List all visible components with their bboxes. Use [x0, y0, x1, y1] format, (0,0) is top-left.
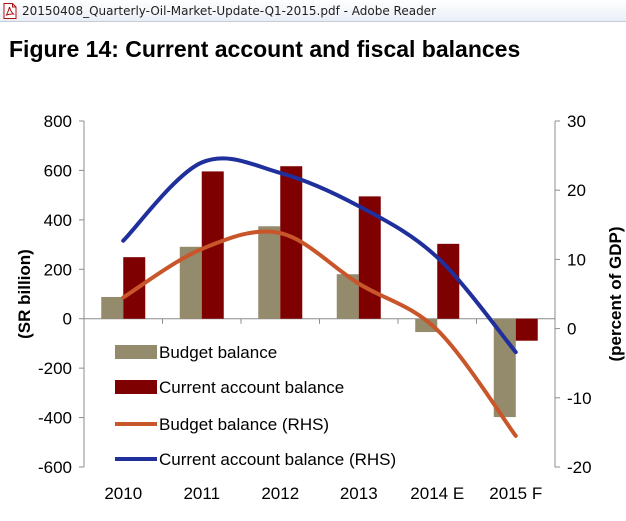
legend-current-account-balance-rhs-label: Current account balance (RHS) [159, 450, 396, 469]
y-tick-label-right: 30 [567, 112, 586, 131]
y-tick-label-right: -10 [567, 389, 592, 408]
line-current-account-balance-rhs [121, 156, 518, 355]
y-tick-label-left: -400 [38, 409, 72, 428]
pdf-file-icon [3, 2, 17, 19]
y-tick-label-right: 0 [567, 320, 576, 339]
x-tick-label: 2012 [261, 484, 299, 503]
x-tick-label: 2011 [183, 484, 220, 503]
x-tick-label: 2014 E [410, 484, 464, 503]
bar-current-account-balance [515, 318, 538, 341]
y-axis-title-right: (percent of GDP) [606, 226, 625, 361]
x-tick-label: 2010 [104, 484, 142, 503]
line-budget-balance-rhs [121, 229, 518, 438]
bar-budget-balance [101, 296, 124, 319]
bar-current-account-balance [437, 243, 460, 319]
y-tick-label-left: 800 [44, 112, 72, 131]
window-title: 20150408_Quarterly-Oil-Market-Update-Q1-… [22, 3, 436, 18]
bar-budget-balance [258, 226, 281, 319]
y-tick-label-right: -20 [567, 458, 592, 477]
y-axis-title-left: (SR billion) [15, 249, 34, 339]
legend-budget-balance-rhs-label: Budget balance (RHS) [159, 415, 329, 434]
bar-budget-balance [493, 318, 516, 418]
legend-budget-balance-label: Budget balance [159, 343, 277, 362]
y-tick-label-left: -200 [38, 359, 72, 378]
x-tick-label: 2015 F [489, 484, 542, 503]
y-tick-label-left: 600 [44, 161, 72, 180]
y-tick-label-left: 200 [44, 260, 72, 279]
legend-current-account-balance-swatch [115, 380, 157, 394]
y-tick-label-right: 20 [567, 181, 586, 200]
y-tick-label-right: 10 [567, 250, 586, 269]
y-tick-label-left: 0 [63, 310, 72, 329]
legend-budget-balance-swatch [115, 345, 157, 359]
y-tick-label-left: 400 [44, 211, 72, 230]
bar-budget-balance [415, 318, 438, 333]
legend-current-account-balance-label: Current account balance [159, 378, 344, 397]
bar-budget-balance [179, 246, 202, 319]
y-tick-label-left: -600 [38, 458, 72, 477]
window-titlebar: 20150408_Quarterly-Oil-Market-Update-Q1-… [0, 0, 626, 22]
bar-budget-balance [336, 274, 359, 319]
bar-current-account-balance [280, 166, 303, 319]
x-tick-label: 2013 [340, 484, 378, 503]
figure-title: Figure 14: Current account and fiscal ba… [9, 36, 521, 62]
